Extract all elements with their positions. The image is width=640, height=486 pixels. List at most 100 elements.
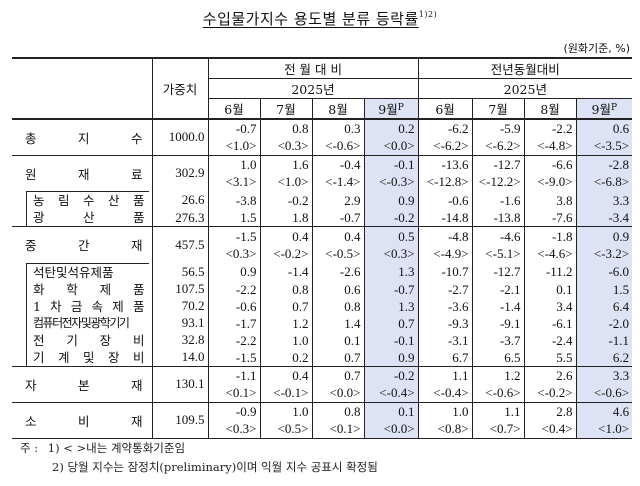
value: -0.1 <box>393 332 415 348</box>
value: -1.7 <box>235 315 257 331</box>
value: -10.7 <box>441 264 469 279</box>
yoy-value-cell: -6.2 <-6.2> <box>417 119 473 155</box>
header-yoy-month-3: 8월 <box>523 98 577 119</box>
value: -12.7 <box>493 264 521 279</box>
yoy-value-cell: -10.7 <box>417 262 473 281</box>
month-label: 7월 <box>276 102 296 117</box>
mom-value-cell: 0.3 <-0.6> <box>311 119 364 155</box>
value: 1.0 <box>240 157 257 173</box>
label-char: 품 <box>132 298 145 314</box>
value: 0.8 <box>344 404 361 419</box>
value: -11.2 <box>545 264 573 279</box>
value: 2.9 <box>344 192 361 208</box>
value: 3.4 <box>556 298 573 314</box>
preliminary-mark: P <box>397 103 404 113</box>
label-char: 1 <box>33 298 41 314</box>
yoy-value-cell: -1.6 <box>471 191 525 209</box>
mom-value-cell: 2.9 <box>311 191 364 209</box>
label-char: 총 <box>25 130 37 146</box>
value: -3.6 <box>447 298 469 314</box>
label-char: 장 <box>107 349 120 365</box>
mom-value-cell: 0.7 <0.0> <box>311 366 364 402</box>
value: 0.4 <box>292 228 309 244</box>
mom-value-cell: -0.7 <box>311 209 364 227</box>
value: 1.3 <box>398 264 415 279</box>
yoy-value-cell: -3.7 <box>471 331 525 349</box>
table-row: 화 학 제 품 107.5 -2.2 0.8 0.6 -0.7 -2.7 -2.1 0.1 1.5 <box>12 280 633 298</box>
mom-value-cell: 0.5 <0.3> <box>363 226 419 263</box>
label-char: 농 <box>33 193 45 208</box>
value: -2.2 <box>235 281 257 297</box>
value: 1.0 <box>452 404 469 419</box>
weight-cell: 107.5 <box>151 280 208 298</box>
contract-currency-value: <0.3> <box>277 138 309 154</box>
value: -7.6 <box>551 210 573 225</box>
yoy-value-cell: -13.8 <box>471 209 525 227</box>
value: -1.1 <box>235 368 257 383</box>
yoy-value-cell: 1.1 <0.7> <box>471 402 525 438</box>
value: -6.2 <box>447 121 469 137</box>
weight-cell: 26.6 <box>151 191 208 209</box>
label-char: 학 <box>66 281 78 297</box>
value: 0.5 <box>398 228 415 244</box>
contract-currency-value: <-1.4> <box>325 174 361 190</box>
contract-currency-value: <0.8> <box>437 421 469 436</box>
mom-value-cell: -2.2 <box>207 331 260 349</box>
value: 6.7 <box>452 349 469 365</box>
contract-currency-value: <-3.2> <box>593 245 630 261</box>
label-char: 차 <box>50 298 62 314</box>
value: 0.2 <box>398 121 415 137</box>
label-char: 석탄및석유제품 <box>33 264 114 280</box>
mom-value-cell: -3.8 <box>207 191 260 209</box>
mom-value-cell: 0.8 <0.3> <box>259 119 312 155</box>
contract-currency-value: <-4.6> <box>537 245 573 261</box>
value: -6.0 <box>608 264 630 279</box>
header-mom-month-1: 6월 <box>207 98 260 119</box>
label-char: 재 <box>130 377 143 393</box>
label-char: 재 <box>130 238 143 254</box>
yoy-value-cell: -3.6 <box>417 297 473 315</box>
value: 0.9 <box>398 349 415 365</box>
table-title: 수입물가지수 용도별 분류 등락률1)2) <box>0 8 640 29</box>
value: -0.4 <box>339 157 361 173</box>
mom-value-cell: 1.0 <3.1> <box>207 155 260 191</box>
contract-currency-value: <-12.2> <box>478 174 521 190</box>
value: 2.6 <box>556 368 573 383</box>
label-char: 품 <box>132 281 145 297</box>
weight-cell: 1000.0 <box>151 119 208 155</box>
mom-value-cell: -0.7 <box>363 280 419 298</box>
mom-value-cell: 0.6 <box>311 280 364 298</box>
mom-value-cell: -1.4 <box>259 262 312 281</box>
table-row: 석탄및석유제품 56.5 0.9 -1.4 -2.6 1.3 -10.7 -12.7 -11.2… <box>12 262 633 281</box>
value: -2.4 <box>551 332 573 348</box>
header-yoy-year: 2025년 <box>417 78 633 99</box>
mom-value-cell: -2.2 <box>207 280 260 298</box>
contract-currency-value: <-6.8> <box>593 174 630 190</box>
value: 0.1 <box>398 404 415 419</box>
table-row: 소 비 재 109.5 -0.9 <0.3> 1.0 <0.5> 0.8 <0.1> 0.1 <0.0… <box>12 402 633 438</box>
value: 0.6 <box>612 121 630 137</box>
value: 1.4 <box>344 315 361 331</box>
label-char: 전 <box>33 332 45 348</box>
value: -1.4 <box>287 264 309 279</box>
contract-currency-value: <0.0> <box>329 385 361 400</box>
mom-value-cell: -0.4 <-1.4> <box>311 155 364 191</box>
mom-value-cell: -1.1 <0.1> <box>207 366 260 402</box>
contract-currency-value: <1.0> <box>277 174 309 190</box>
value: -12.7 <box>493 157 521 173</box>
value: 1.3 <box>398 298 415 314</box>
label-char: 계 <box>57 349 70 365</box>
month-label: 8월 <box>540 102 560 117</box>
mom-value-cell: -2.6 <box>311 262 364 281</box>
mom-value-cell: -0.1 <-0.3> <box>363 155 419 191</box>
mom-value-cell: -1.7 <box>207 314 260 332</box>
value: 0.1 <box>344 332 361 348</box>
value: -3.1 <box>447 332 469 348</box>
value: 3.8 <box>556 192 573 208</box>
value: -3.8 <box>235 192 257 208</box>
